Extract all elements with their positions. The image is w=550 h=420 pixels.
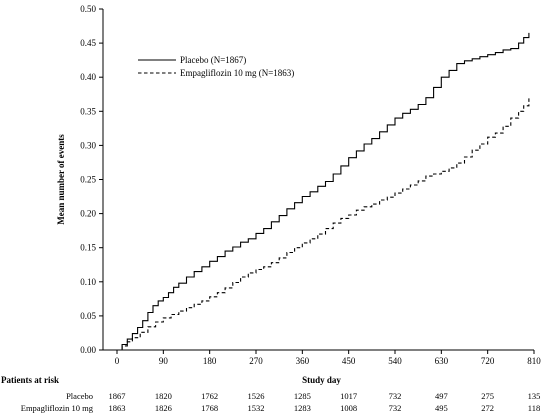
at-risk-value: 1867 [109, 391, 126, 401]
at-risk-value: 275 [481, 391, 494, 401]
x-tick-label: 180 [203, 356, 217, 366]
at-risk-value: 272 [481, 403, 494, 413]
at-risk-value: 1526 [248, 391, 265, 401]
x-tick-label: 450 [342, 356, 356, 366]
y-tick-label: 0.15 [80, 243, 96, 253]
x-tick-label: 810 [527, 356, 541, 366]
at-risk-value: 1768 [201, 403, 218, 413]
x-tick-label: 630 [435, 356, 449, 366]
at-risk-value: 497 [435, 391, 448, 401]
axes: 0.00 0.05 0.10 0.15 0.20 0.25 0.30 0.35 0.40 0.45… [56, 4, 541, 385]
series-lines [117, 32, 530, 351]
y-axis-title: Mean number of events [56, 134, 66, 225]
at-risk-title: Patients at risk [1, 375, 59, 385]
at-risk-row-label: Placebo [66, 391, 93, 401]
legend-label-empagliflozin: Empagliflozin 10 mg (N=1863) [180, 68, 294, 78]
y-tick-label: 0.20 [80, 209, 96, 219]
at-risk-value: 1863 [109, 403, 126, 413]
at-risk-value: 1532 [248, 403, 265, 413]
y-tick-label: 0.25 [80, 175, 96, 185]
at-risk-value: 1283 [294, 403, 311, 413]
at-risk-value: 135 [528, 391, 541, 401]
legend-label-placebo: Placebo (N=1867) [180, 55, 246, 65]
at-risk-table: Patients at risk Placebo 1867 1820 1762 1526 1… [1, 375, 540, 413]
x-tick-label: 270 [249, 356, 263, 366]
x-tick-label: 0 [115, 356, 120, 366]
x-axis-title: Study day [302, 375, 341, 385]
at-risk-value: 1820 [155, 391, 172, 401]
y-tick-label: 0.40 [80, 72, 96, 82]
legend: Placebo (N=1867) Empagliflozin 10 mg (N=1… [138, 55, 294, 78]
y-tick-label: 0.10 [80, 277, 96, 287]
at-risk-value: 732 [389, 391, 402, 401]
at-risk-row-label: Empagliflozin 10 mg [21, 403, 94, 413]
series-line-placebo [117, 32, 530, 351]
at-risk-value: 495 [435, 403, 448, 413]
at-risk-value: 732 [389, 403, 402, 413]
at-risk-value: 1285 [294, 391, 311, 401]
x-tick-label: 540 [388, 356, 402, 366]
at-risk-value: 1017 [340, 391, 357, 401]
y-tick-label: 0.45 [80, 38, 96, 48]
x-tick-label: 720 [481, 356, 495, 366]
y-tick-label: 0.50 [80, 4, 96, 14]
y-tick-label: 0.35 [80, 106, 96, 116]
at-risk-value: 1826 [155, 403, 172, 413]
x-tick-label: 90 [159, 356, 169, 366]
at-risk-value: 118 [528, 403, 540, 413]
series-line-empagliflozin [117, 97, 530, 351]
y-tick-label: 0.00 [80, 345, 96, 355]
at-risk-value: 1762 [201, 391, 218, 401]
x-tick-label: 360 [296, 356, 310, 366]
at-risk-value: 1008 [340, 403, 357, 413]
y-tick-label: 0.05 [80, 311, 96, 321]
y-tick-label: 0.30 [80, 140, 96, 150]
